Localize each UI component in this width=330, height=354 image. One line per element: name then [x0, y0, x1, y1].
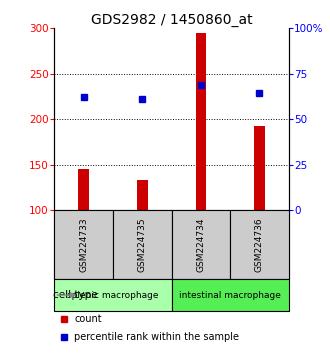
Bar: [172, 279, 289, 311]
Text: GSM224734: GSM224734: [196, 217, 205, 272]
Text: percentile rank within the sample: percentile rank within the sample: [74, 332, 239, 342]
Text: cell type: cell type: [53, 290, 97, 300]
Bar: [254, 126, 265, 211]
Bar: [137, 181, 148, 211]
Text: GSM224733: GSM224733: [79, 217, 88, 272]
Bar: [54, 211, 113, 279]
Text: intestinal macrophage: intestinal macrophage: [179, 291, 281, 299]
Text: GSM224736: GSM224736: [255, 217, 264, 272]
Text: count: count: [74, 314, 102, 324]
Bar: [196, 33, 206, 211]
Bar: [172, 211, 230, 279]
Title: GDS2982 / 1450860_at: GDS2982 / 1450860_at: [91, 13, 252, 27]
Bar: [79, 170, 89, 211]
Text: GSM224735: GSM224735: [138, 217, 147, 272]
Bar: [54, 279, 172, 311]
Text: splenic macrophage: splenic macrophage: [67, 291, 159, 299]
Bar: [113, 211, 172, 279]
Bar: [230, 211, 289, 279]
